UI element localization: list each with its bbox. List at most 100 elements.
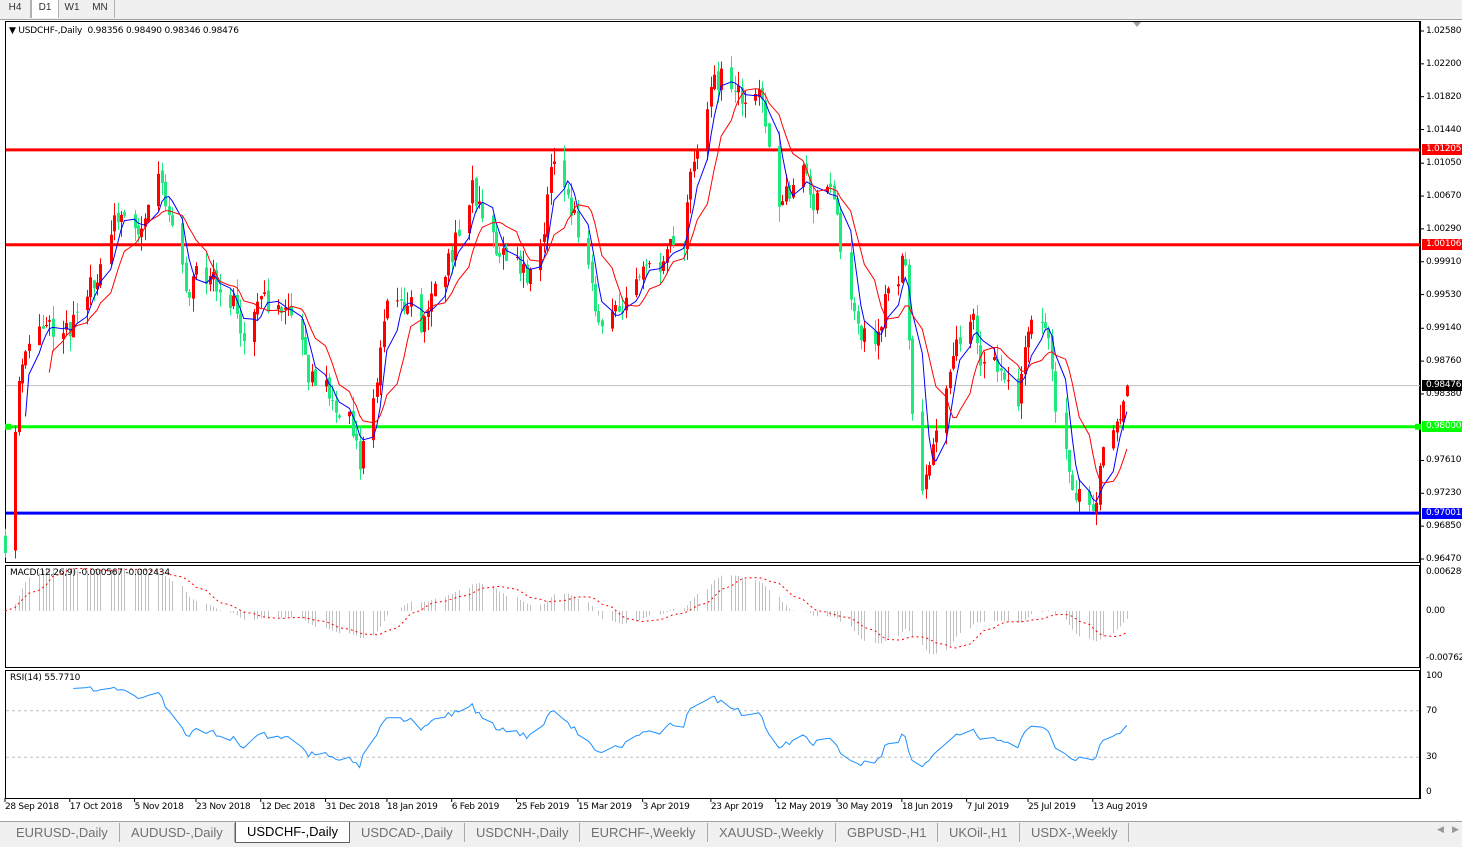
price-axis-label: 1.01440 bbox=[1426, 124, 1462, 135]
candle-bullish bbox=[1020, 373, 1023, 404]
chart-tab[interactable]: USDCAD-,Daily bbox=[350, 823, 465, 842]
macd-axis-label: 0.00 bbox=[1426, 606, 1445, 616]
candle-bullish bbox=[379, 347, 382, 386]
candle-bullish bbox=[662, 261, 665, 271]
candle-bullish bbox=[614, 305, 617, 312]
candle-bullish bbox=[1116, 421, 1119, 433]
candle-bullish bbox=[816, 192, 819, 211]
candle-bearish bbox=[481, 203, 484, 219]
candle-bullish bbox=[348, 411, 351, 417]
date-axis-label: 23 Apr 2019 bbox=[710, 802, 764, 812]
candle-bearish bbox=[236, 294, 239, 314]
chart-tab[interactable]: XAUUSD-,Weekly bbox=[708, 823, 836, 842]
chart-tab[interactable]: EURUSD-,Daily bbox=[5, 823, 120, 842]
chart-tab[interactable]: USDCNH-,Daily bbox=[465, 823, 581, 842]
rsi-axis-label: 30 bbox=[1426, 752, 1437, 763]
candle-bullish bbox=[901, 255, 904, 283]
timeframe-h4[interactable]: H4 bbox=[0, 0, 31, 18]
candle-bullish bbox=[546, 194, 549, 238]
price-axis-label: 1.02200 bbox=[1426, 58, 1462, 69]
candle-bullish bbox=[454, 232, 457, 261]
tabs-scroll-left-icon[interactable]: ◀ bbox=[1437, 824, 1444, 834]
candle-bearish bbox=[185, 262, 188, 292]
candle-bearish bbox=[734, 90, 737, 92]
candle-bearish bbox=[976, 315, 979, 344]
candle-bullish bbox=[935, 430, 938, 443]
candle-bullish bbox=[1095, 502, 1098, 513]
candle-bullish bbox=[993, 357, 996, 361]
candle-bearish bbox=[601, 320, 604, 327]
candle-bullish bbox=[666, 249, 669, 263]
chart-tab[interactable]: AUDUSD-,Daily bbox=[120, 823, 235, 842]
candle-bullish bbox=[232, 295, 235, 307]
candle-bullish bbox=[376, 382, 379, 397]
candle-bearish bbox=[833, 185, 836, 200]
candle-bearish bbox=[498, 252, 501, 257]
price-axis-label: 0.99530 bbox=[1426, 289, 1462, 300]
candle-bullish bbox=[884, 294, 887, 329]
candle-bearish bbox=[1041, 321, 1044, 324]
candle-bearish bbox=[1071, 474, 1074, 491]
candle-bullish bbox=[720, 68, 723, 91]
chart-tab[interactable]: USDCHF-,Daily bbox=[235, 822, 350, 843]
level-anchor-handle bbox=[1415, 423, 1421, 430]
candle-bullish bbox=[925, 474, 928, 490]
candle-bearish bbox=[911, 338, 914, 414]
candle-bearish bbox=[996, 359, 999, 372]
candle-bearish bbox=[577, 210, 580, 238]
candle-bullish bbox=[468, 205, 471, 234]
candle-bullish bbox=[48, 320, 51, 322]
candle-bullish bbox=[471, 180, 474, 204]
chart-tab[interactable]: GBPUSD-,H1 bbox=[836, 823, 939, 842]
candle-bullish bbox=[754, 93, 757, 101]
candle-bullish bbox=[543, 234, 546, 242]
candle-bullish bbox=[502, 248, 505, 255]
candle-bullish bbox=[1102, 447, 1105, 466]
candle-bullish bbox=[635, 279, 638, 296]
candle-bullish bbox=[386, 300, 389, 319]
candle-bullish bbox=[1112, 430, 1115, 449]
level-anchor-handle bbox=[5, 423, 11, 430]
candle-bullish bbox=[444, 276, 447, 288]
candle-bearish bbox=[215, 270, 218, 292]
candle-bearish bbox=[1065, 412, 1068, 449]
candle-bullish bbox=[573, 209, 576, 213]
price-pane[interactable] bbox=[5, 21, 1420, 563]
candle-bearish bbox=[812, 194, 815, 211]
rsi-title: RSI(14) 55.7710 bbox=[10, 673, 81, 683]
price-axis-label: 0.97610 bbox=[1426, 455, 1462, 466]
price-axis-label: 1.01050 bbox=[1426, 158, 1462, 169]
candle-bullish bbox=[311, 371, 314, 383]
candle-bearish bbox=[1017, 378, 1020, 407]
timeframe-mn[interactable]: MN bbox=[86, 0, 115, 18]
candle-bullish bbox=[785, 186, 788, 202]
date-axis-label: 15 Mar 2019 bbox=[577, 802, 632, 812]
candle-bearish bbox=[4, 535, 7, 553]
chart-shift-marker-icon[interactable] bbox=[1133, 22, 1141, 27]
candle-bullish bbox=[529, 269, 532, 284]
macd-pane[interactable] bbox=[5, 565, 1420, 668]
candle-bullish bbox=[706, 109, 709, 149]
candle-bearish bbox=[741, 87, 744, 104]
chart-tab[interactable]: EURCHF-,Weekly bbox=[580, 823, 708, 842]
chart-tab[interactable]: USDX-,Weekly bbox=[1020, 823, 1130, 842]
candle-bearish bbox=[280, 307, 283, 313]
candle-bearish bbox=[959, 337, 962, 345]
candle-bearish bbox=[243, 333, 246, 342]
price-axis-label: 0.96470 bbox=[1426, 554, 1462, 564]
candle-bullish bbox=[877, 331, 880, 346]
macd-axis-label: 0.006286 bbox=[1426, 567, 1462, 577]
date-axis-label: 17 Oct 2018 bbox=[69, 802, 123, 812]
candle-bearish bbox=[505, 247, 508, 261]
timeframe-d1[interactable]: D1 bbox=[31, 0, 59, 18]
candle-bullish bbox=[758, 89, 761, 98]
collapse-triangle-icon[interactable]: ▼ bbox=[9, 26, 16, 36]
candle-bearish bbox=[591, 261, 594, 284]
tabs-scroll-right-icon[interactable]: ▶ bbox=[1452, 824, 1459, 834]
chart-tab[interactable]: UKOil-,H1 bbox=[938, 823, 1020, 842]
candle-bullish bbox=[62, 333, 65, 340]
timeframe-w1[interactable]: W1 bbox=[64, 2, 80, 13]
date-axis-label: 31 Dec 2018 bbox=[325, 802, 381, 812]
candle-bullish bbox=[625, 297, 628, 311]
candle-bearish bbox=[761, 87, 764, 100]
